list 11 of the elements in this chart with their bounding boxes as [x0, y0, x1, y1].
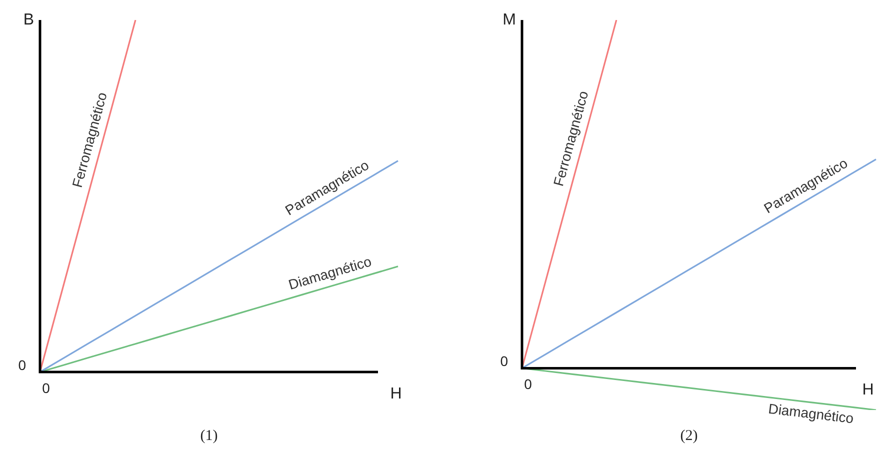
x-axis-title: H [862, 382, 874, 399]
y-axis-title: B [23, 11, 34, 28]
text: (1) [200, 428, 218, 444]
text: 0 [18, 356, 26, 373]
text: (2) [680, 428, 698, 444]
x-axis-title: H [390, 385, 402, 402]
text: 0 [42, 380, 50, 396]
y-axis-title: M [502, 11, 516, 28]
annotation: 0 [524, 376, 532, 392]
text: 0 [500, 353, 508, 370]
text: Diamagnético [768, 400, 855, 426]
